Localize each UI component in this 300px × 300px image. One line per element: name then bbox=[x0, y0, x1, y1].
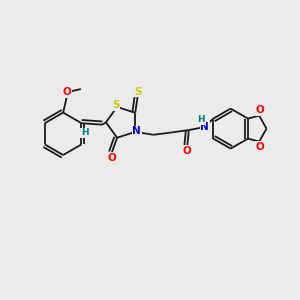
Text: O: O bbox=[255, 105, 264, 115]
Text: N: N bbox=[132, 126, 141, 136]
Text: O: O bbox=[255, 142, 264, 152]
Text: H: H bbox=[197, 115, 205, 124]
Text: N: N bbox=[200, 122, 209, 131]
Text: S: S bbox=[112, 100, 119, 110]
Text: O: O bbox=[62, 87, 71, 97]
Text: H: H bbox=[81, 128, 88, 137]
Text: O: O bbox=[183, 146, 192, 156]
Text: S: S bbox=[134, 87, 141, 97]
Text: O: O bbox=[107, 153, 116, 163]
